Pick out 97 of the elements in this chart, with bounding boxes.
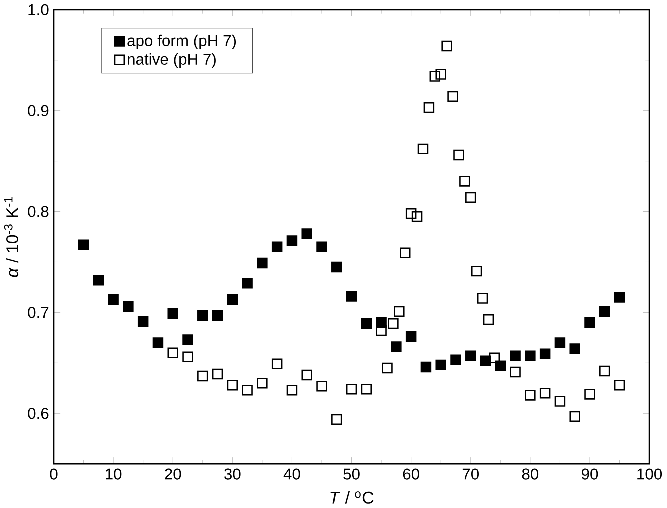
point <box>78 240 90 250</box>
point <box>182 334 194 346</box>
point <box>332 414 342 425</box>
point <box>406 331 417 342</box>
point <box>376 325 387 336</box>
x-tick-label: 40 <box>284 468 300 480</box>
point <box>108 294 119 305</box>
point <box>152 337 164 348</box>
point <box>477 293 488 304</box>
point <box>182 352 194 362</box>
point <box>316 242 328 252</box>
point <box>412 211 423 222</box>
y-tick-label: 0.7 <box>28 307 49 318</box>
point <box>332 262 342 273</box>
point <box>554 396 566 407</box>
point <box>257 378 268 389</box>
point <box>406 208 417 220</box>
point <box>614 380 626 391</box>
point <box>400 248 411 258</box>
point <box>227 294 238 305</box>
y-tick-label: 1.0 <box>28 4 49 16</box>
point <box>584 317 596 328</box>
legend-label: apo form (pH 7) <box>128 34 236 50</box>
point <box>510 350 521 362</box>
point <box>540 388 551 399</box>
point <box>584 388 596 400</box>
point <box>489 352 500 364</box>
point <box>391 342 402 352</box>
point <box>138 316 149 328</box>
point <box>198 370 208 382</box>
x-tick-label: 30 <box>224 468 241 480</box>
point <box>600 366 610 376</box>
x-tick-label: 90 <box>582 468 598 480</box>
point <box>388 318 399 330</box>
point <box>525 390 536 401</box>
point <box>272 358 283 370</box>
point <box>168 308 178 319</box>
point <box>212 368 224 380</box>
point <box>123 301 134 312</box>
point <box>302 228 312 240</box>
y-axis-title: α / 10$^{-3}$ K$^{-1}$ <box>4 197 19 278</box>
point <box>242 278 253 289</box>
point <box>286 384 298 396</box>
point <box>570 344 580 354</box>
x-tick-label: 80 <box>522 468 539 480</box>
point <box>483 314 494 325</box>
x-tick-label: 100 <box>638 468 662 480</box>
point <box>316 380 328 392</box>
point <box>286 236 298 246</box>
point <box>168 348 178 358</box>
point <box>471 266 482 277</box>
point <box>448 91 458 102</box>
point <box>302 370 312 380</box>
point <box>227 380 238 391</box>
point <box>540 348 551 360</box>
point <box>346 384 358 395</box>
point <box>525 350 536 362</box>
point <box>510 366 521 378</box>
point <box>93 274 104 286</box>
point <box>570 411 580 422</box>
point <box>242 384 253 396</box>
point <box>394 306 405 317</box>
point <box>450 354 462 366</box>
point <box>424 102 435 114</box>
legend-label: native (pH 7) <box>128 53 216 68</box>
point <box>198 310 208 321</box>
point <box>430 71 441 82</box>
x-tick-label: 60 <box>403 468 420 480</box>
y-tick-label: 0.8 <box>28 206 49 218</box>
x-tick-label: 0 <box>50 468 58 480</box>
point <box>420 362 432 372</box>
point <box>346 291 358 302</box>
point <box>466 350 476 362</box>
x-tick-label: 70 <box>462 468 480 480</box>
point <box>382 362 393 374</box>
point <box>257 258 268 268</box>
point <box>361 384 372 395</box>
point <box>480 356 492 366</box>
point <box>614 292 626 303</box>
x-tick-label: 20 <box>165 468 182 480</box>
x-axis-title: T / $^{o}$C <box>330 491 374 504</box>
point <box>418 144 429 154</box>
point <box>272 242 283 252</box>
point <box>436 360 446 370</box>
x-tick-label: 10 <box>106 468 122 480</box>
point <box>600 306 610 317</box>
point <box>460 176 470 187</box>
y-tick-label: 0.9 <box>28 105 49 116</box>
y-tick-label: 0.6 <box>28 408 49 420</box>
point <box>454 150 464 160</box>
point <box>436 69 446 80</box>
x-tick-label: 50 <box>344 468 360 480</box>
point <box>212 310 224 321</box>
point <box>466 192 476 203</box>
point <box>361 318 372 330</box>
point <box>442 40 452 52</box>
point <box>554 337 566 348</box>
